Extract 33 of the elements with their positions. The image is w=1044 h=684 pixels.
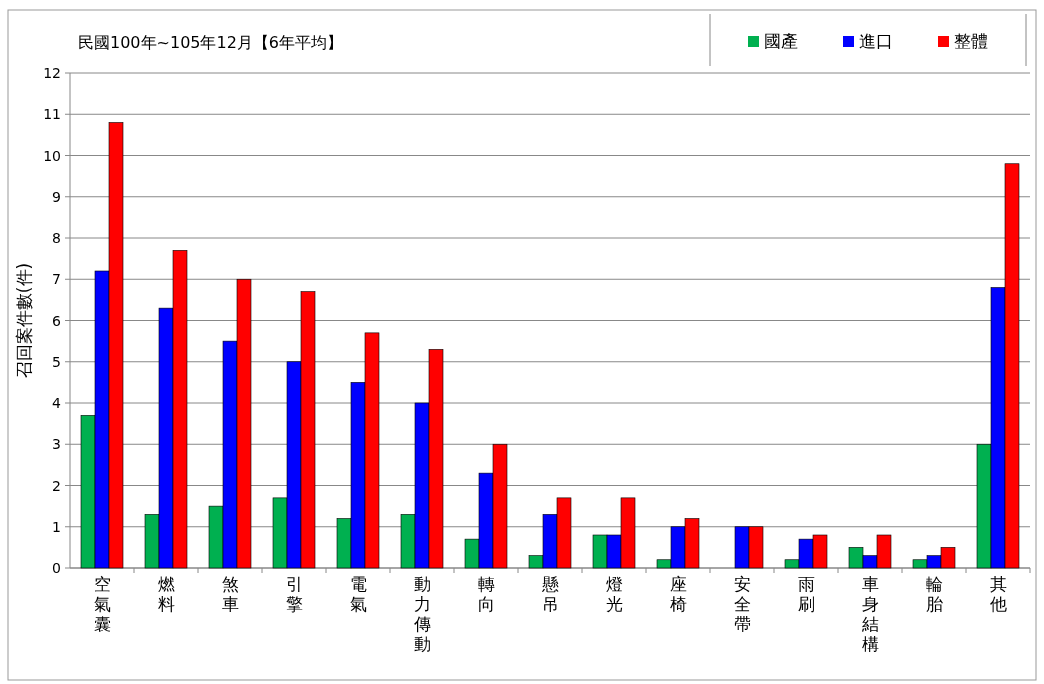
y-axis-title: 召回案件數(件) [14, 262, 34, 379]
legend-label: 國產 [764, 31, 798, 51]
y-tick-label: 10 [43, 147, 61, 164]
x-tick-label: 動力傳動 [412, 574, 431, 654]
x-tick-label: 轉向 [477, 574, 495, 614]
y-tick-label: 9 [52, 188, 61, 205]
y-tick-label: 8 [52, 230, 61, 246]
legend-label: 整體 [954, 31, 988, 51]
x-tick-label: 安全帶 [733, 574, 751, 634]
x-tick-label: 車身結構 [860, 574, 879, 654]
y-tick-label: 1 [52, 518, 61, 535]
x-tick-label: 雨刷 [797, 574, 815, 614]
chart-title: 民國100年~105年12月【6年平均】 [78, 33, 344, 52]
y-tick-label: 2 [52, 477, 61, 494]
x-tick-label: 煞車 [221, 574, 239, 614]
x-tick-label: 座椅 [669, 574, 687, 614]
x-tick-label: 電氣 [349, 574, 367, 614]
x-tick-label: 引擎 [285, 574, 303, 614]
x-tick-label: 懸吊 [540, 574, 559, 614]
x-tick-label: 空氣囊 [93, 574, 111, 634]
y-tick-label: 12 [43, 65, 61, 81]
y-tick-label: 5 [52, 353, 61, 370]
y-tick-label: 4 [52, 395, 62, 411]
y-tick-label: 7 [52, 271, 61, 288]
x-tick-label: 輪胎 [925, 574, 943, 614]
x-tick-label: 燃料 [157, 574, 175, 614]
y-tick-label: 3 [52, 436, 61, 453]
x-tick-label: 其他 [989, 574, 1007, 614]
y-tick-label: 11 [43, 106, 61, 123]
legend-label: 進口 [859, 31, 893, 51]
y-tick-label: 6 [52, 312, 62, 329]
x-tick-label: 燈光 [605, 574, 623, 614]
y-tick-label: 0 [52, 560, 61, 576]
